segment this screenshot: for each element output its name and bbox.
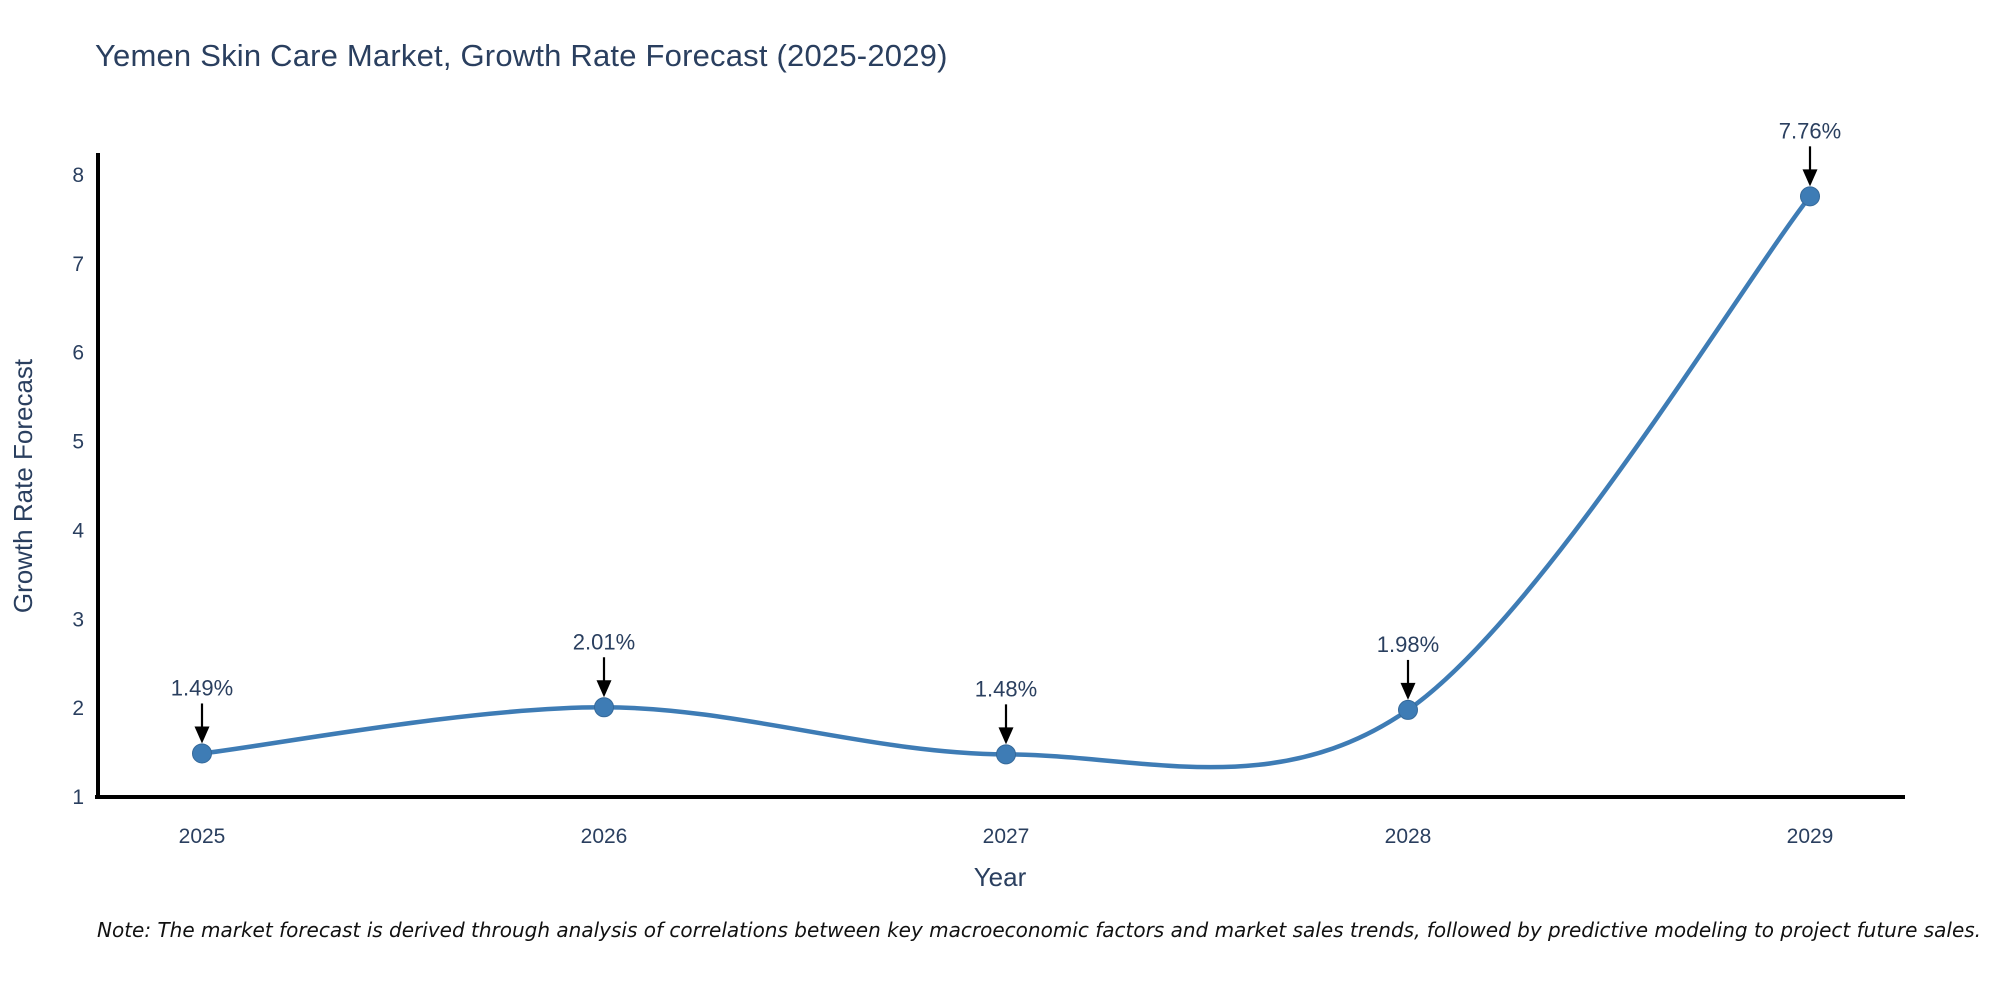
data-point[interactable] (1800, 186, 1820, 207)
y-tick-label: 7 (72, 253, 84, 276)
annotation-arrowhead-icon (194, 726, 210, 744)
point-value-label: 2.01% (573, 629, 635, 654)
annotation-arrowhead-icon (596, 680, 612, 698)
x-tick-label: 2025 (179, 825, 226, 848)
y-tick-label: 1 (72, 786, 84, 809)
y-tick-label: 8 (72, 164, 84, 187)
x-tick-label: 2029 (1787, 825, 1834, 848)
x-axis-title: Year (974, 862, 1027, 892)
y-tick-label: 4 (72, 519, 84, 542)
chart-title: Yemen Skin Care Market, Growth Rate Fore… (95, 38, 948, 73)
annotation-arrowhead-icon (1400, 682, 1416, 700)
annotation-arrowhead-icon (998, 727, 1014, 745)
x-tick-label: 2026 (581, 825, 628, 848)
y-axis-title: Growth Rate Forecast (8, 358, 38, 613)
y-tick-label: 2 (72, 697, 84, 720)
data-point[interactable] (996, 744, 1016, 765)
y-tick-label: 3 (72, 608, 84, 631)
point-value-label: 1.48% (975, 676, 1037, 701)
y-tick-label: 5 (72, 431, 84, 454)
data-point[interactable] (1398, 699, 1418, 720)
x-tick-label: 2027 (983, 825, 1030, 848)
point-value-label: 1.49% (171, 675, 233, 700)
y-tick-label: 6 (72, 342, 84, 365)
footnote: Note: The market forecast is derived thr… (97, 918, 1982, 942)
x-tick-label: 2028 (1385, 825, 1432, 848)
point-value-label: 7.76% (1779, 118, 1841, 143)
data-point[interactable] (192, 743, 212, 764)
point-value-label: 1.98% (1377, 632, 1439, 657)
data-point[interactable] (594, 697, 614, 718)
forecast-line (199, 194, 1813, 770)
annotation-arrowhead-icon (1802, 169, 1818, 187)
